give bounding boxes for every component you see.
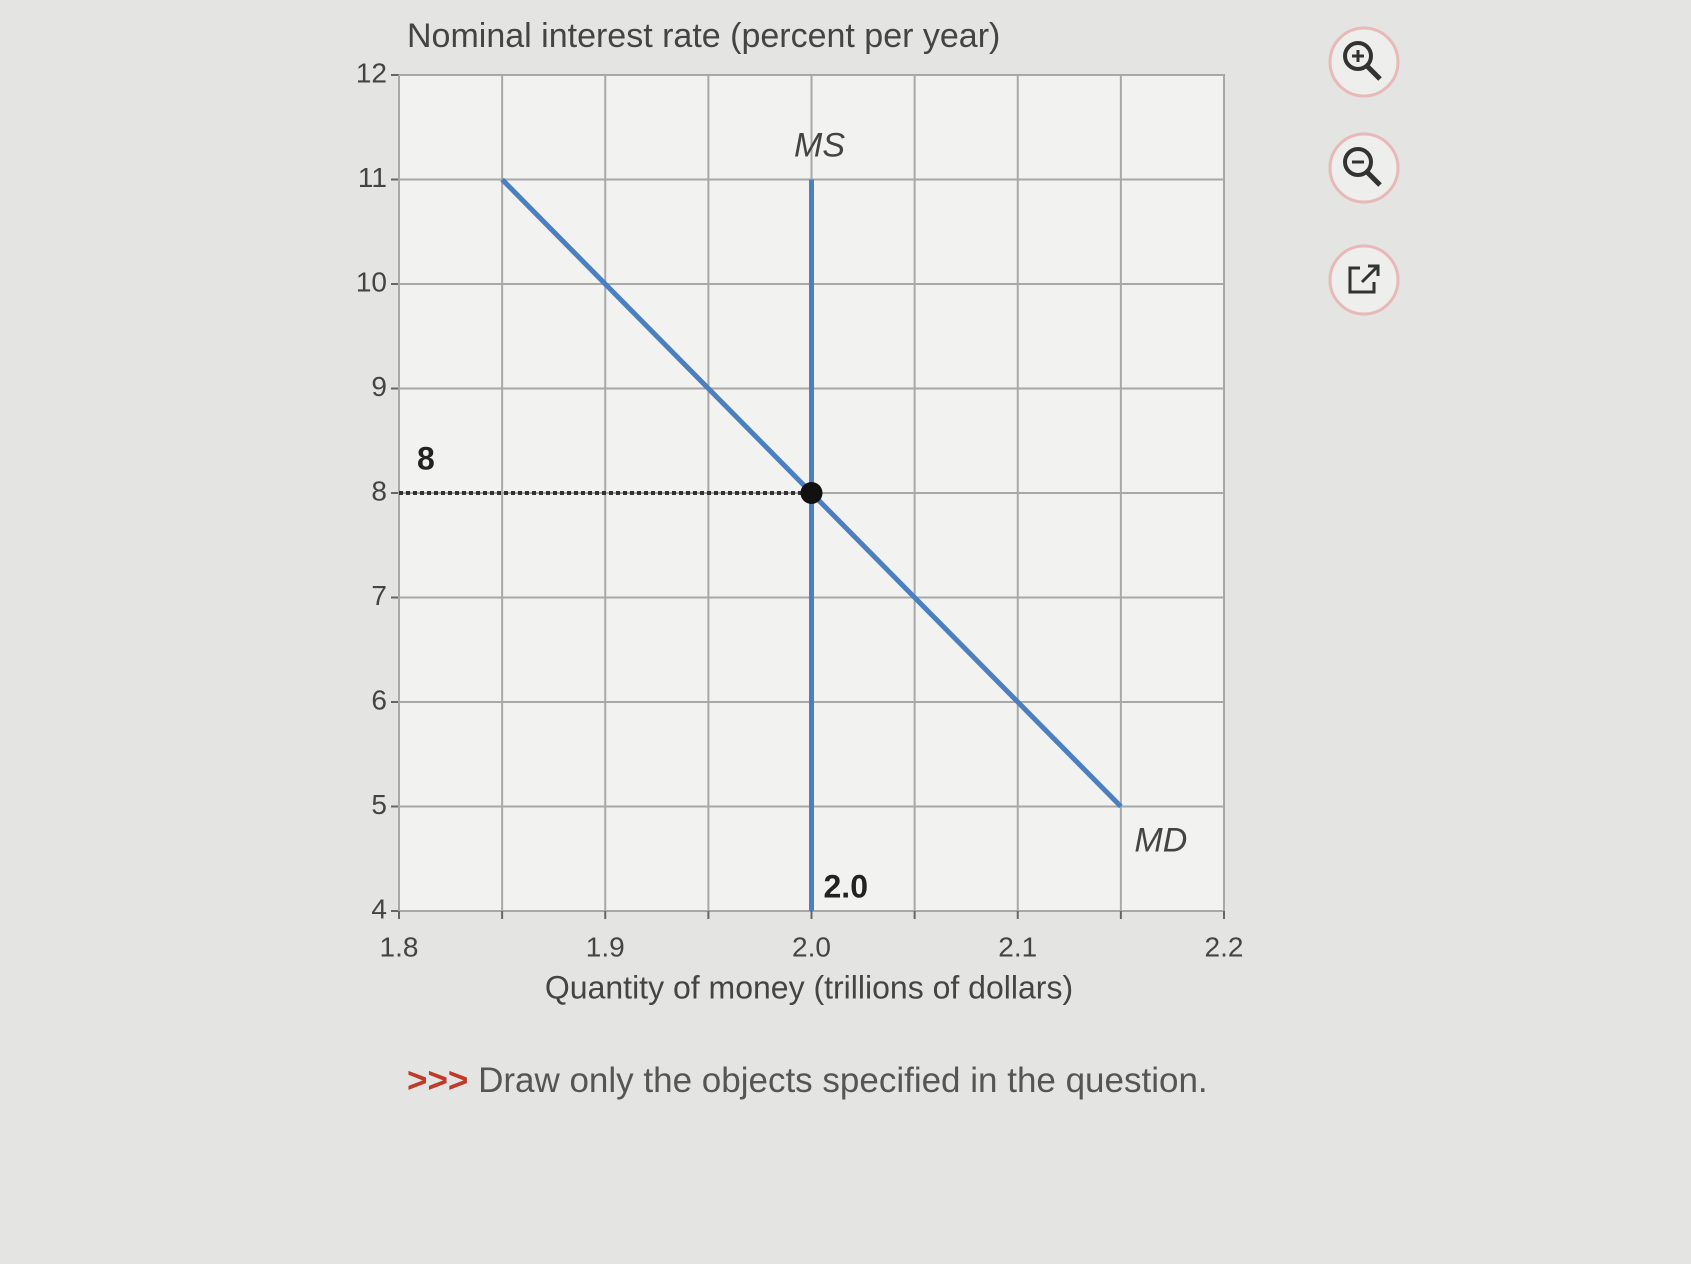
- x-tick-label: 2.1: [998, 931, 1037, 962]
- x-tick-label: 1.9: [586, 931, 625, 962]
- x-tick-label: 2.2: [1205, 931, 1244, 962]
- y-tick-label: 9: [371, 371, 387, 402]
- series-label: MS: [794, 126, 845, 164]
- x-tick-label: 1.8: [380, 931, 419, 962]
- chart-title: Nominal interest rate (percent per year): [407, 17, 1000, 55]
- y-tick-label: 4: [371, 893, 387, 924]
- instruction-prefix: >>>: [407, 1061, 468, 1100]
- y-tick-label: 5: [371, 789, 387, 820]
- y-tick-label: 11: [358, 162, 387, 193]
- x-axis-label: Quantity of money (trillions of dollars): [545, 969, 1073, 1005]
- x-tick-label: 2.0: [792, 931, 831, 962]
- instruction-text: Draw only the objects specified in the q…: [478, 1061, 1208, 1100]
- zoom-in-button[interactable]: [1328, 26, 1400, 98]
- y-tick-label: 10: [356, 266, 387, 297]
- zoom-out-button[interactable]: [1328, 132, 1400, 204]
- equilibrium-point: [800, 482, 823, 504]
- y-tick-label: 12: [356, 57, 387, 88]
- equilibrium-y-label: 8: [417, 440, 435, 476]
- y-tick-label: 8: [371, 475, 387, 506]
- equilibrium-x-label: 2.0: [824, 868, 868, 904]
- instruction: >>> Draw only the objects specified in t…: [407, 1061, 1208, 1100]
- open-window-button[interactable]: [1328, 244, 1400, 316]
- y-tick-label: 6: [371, 684, 387, 715]
- series-label: MD: [1134, 821, 1187, 859]
- y-tick-label: 7: [371, 580, 387, 611]
